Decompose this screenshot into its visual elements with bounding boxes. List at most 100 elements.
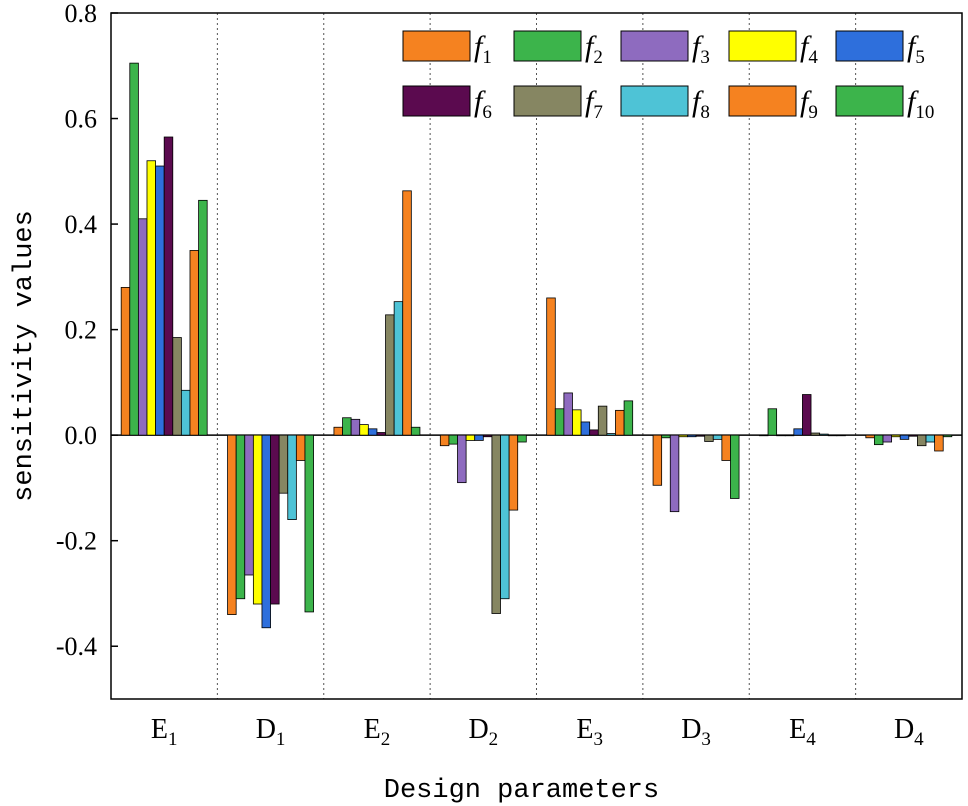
legend-label-sub: 6 bbox=[482, 102, 492, 123]
x-tick-label: D2 bbox=[468, 714, 498, 750]
bar-e3-f9 bbox=[615, 410, 624, 435]
x-tick-label: E4 bbox=[789, 714, 816, 750]
bar-e3-f5 bbox=[581, 422, 590, 435]
bar-e4-f7 bbox=[811, 433, 820, 435]
bar-d2-f1 bbox=[440, 435, 449, 446]
bar-d1-f6 bbox=[271, 435, 280, 604]
bar-e4-f10 bbox=[837, 435, 846, 436]
legend-swatch-f4 bbox=[729, 31, 796, 61]
legend-label-f9: f9 bbox=[800, 85, 818, 123]
x-tick-label-main: D bbox=[468, 714, 488, 745]
x-tick-label: D4 bbox=[894, 714, 924, 750]
legend-label-f2: f2 bbox=[585, 30, 603, 68]
x-tick-label-sub: 4 bbox=[806, 729, 816, 750]
bar-d1-f7 bbox=[279, 435, 288, 493]
bar-e2-f9 bbox=[403, 191, 412, 435]
legend-label-f3: f3 bbox=[692, 30, 710, 68]
y-tick-label: 0.6 bbox=[65, 105, 98, 134]
x-tick-label-main: E bbox=[364, 714, 381, 745]
bar-e3-f6 bbox=[590, 430, 599, 435]
legend: f1 f2 f3 f4 f5f6 f7 f8 f9 f10 bbox=[403, 30, 934, 123]
bar-d4-f10 bbox=[943, 435, 952, 437]
legend-swatch-f1 bbox=[403, 31, 470, 61]
legend-label-f8: f8 bbox=[692, 85, 710, 123]
x-axis: E1 D1 E2 D2 E3 D3 E4 D4 bbox=[151, 714, 924, 750]
bar-e2-f5 bbox=[368, 429, 377, 435]
x-tick-label-main: E bbox=[576, 714, 593, 745]
bar-e2-f4 bbox=[360, 425, 369, 436]
y-tick-label: 0.4 bbox=[65, 210, 98, 239]
bar-d1-f3 bbox=[245, 435, 254, 575]
bar-e4-f8 bbox=[820, 434, 829, 435]
x-tick-label-sub: 3 bbox=[593, 729, 603, 750]
bar-e1-f7 bbox=[173, 338, 182, 436]
legend-label-sub: 7 bbox=[593, 102, 603, 123]
bar-e4-f4 bbox=[785, 435, 794, 436]
bar-d2-f6 bbox=[483, 435, 492, 437]
bar-e3-f8 bbox=[607, 434, 616, 436]
x-tick-label: E1 bbox=[151, 714, 178, 750]
bar-d2-f7 bbox=[492, 435, 501, 613]
bar-chart: 0.80.60.40.20.0-0.2-0.4 E1 D1 E2 D2 E3 D3 E4 D4… bbox=[0, 0, 968, 806]
y-tick-label: 0.2 bbox=[65, 316, 98, 345]
x-tick-label-sub: 1 bbox=[168, 729, 178, 750]
y-tick-label: -0.2 bbox=[56, 527, 97, 556]
legend-label-f4: f4 bbox=[800, 30, 818, 68]
bar-d2-f9 bbox=[509, 435, 518, 510]
bar-d4-f1 bbox=[866, 435, 875, 438]
x-tick-label-sub: 4 bbox=[914, 729, 924, 750]
bar-d2-f3 bbox=[458, 435, 467, 482]
x-tick-label-sub: 1 bbox=[276, 729, 286, 750]
bar-d3-f2 bbox=[662, 435, 671, 438]
legend-swatch-f2 bbox=[514, 31, 581, 61]
legend-swatch-f8 bbox=[621, 86, 688, 116]
bar-e4-f1 bbox=[759, 435, 768, 436]
x-tick-label-main: D bbox=[894, 714, 914, 745]
bar-e4-f3 bbox=[777, 435, 786, 436]
bar-e2-f2 bbox=[343, 418, 352, 435]
bar-e3-f1 bbox=[547, 298, 556, 435]
legend-swatch-f6 bbox=[403, 86, 470, 116]
bar-d1-f8 bbox=[288, 435, 297, 519]
bar-e4-f9 bbox=[828, 435, 837, 436]
legend-swatch-f9 bbox=[729, 86, 796, 116]
legend-label-sub: 10 bbox=[915, 102, 934, 123]
legend-label-f6: f6 bbox=[474, 85, 492, 123]
bar-e2-f8 bbox=[394, 302, 403, 436]
bar-d2-f5 bbox=[475, 435, 484, 440]
x-tick-label-sub: 3 bbox=[701, 729, 711, 750]
x-tick-label: D3 bbox=[681, 714, 711, 750]
x-tick-label-main: D bbox=[256, 714, 276, 745]
legend-swatch-f3 bbox=[621, 31, 688, 61]
bar-d1-f5 bbox=[262, 435, 271, 628]
bar-e1-f6 bbox=[164, 137, 173, 435]
bar-d1-f9 bbox=[296, 435, 305, 460]
bar-e1-f3 bbox=[138, 219, 147, 435]
x-tick-label: E3 bbox=[576, 714, 603, 750]
legend-label-sub: 8 bbox=[700, 102, 710, 123]
bar-e1-f10 bbox=[199, 200, 208, 435]
legend-label-f10: f10 bbox=[907, 85, 934, 123]
bar-d3-f3 bbox=[670, 435, 679, 512]
y-axis-title: sensitivity values bbox=[10, 210, 40, 502]
bar-d1-f1 bbox=[228, 435, 237, 614]
bar-d2-f4 bbox=[466, 435, 475, 440]
bar-e2-f6 bbox=[377, 433, 386, 436]
legend-swatch-f10 bbox=[836, 86, 903, 116]
bar-d4-f3 bbox=[883, 435, 892, 442]
bar-d4-f6 bbox=[909, 435, 918, 436]
bar-d3-f9 bbox=[722, 435, 731, 460]
x-tick-label-main: E bbox=[789, 714, 806, 745]
bar-e1-f1 bbox=[121, 287, 130, 435]
bar-d4-f7 bbox=[917, 435, 926, 446]
bar-d3-f5 bbox=[687, 435, 696, 437]
bar-e3-f3 bbox=[564, 393, 573, 435]
legend-label-sub: 2 bbox=[593, 47, 603, 68]
bar-e2-f10 bbox=[411, 427, 420, 435]
bar-d3-f6 bbox=[696, 435, 705, 436]
bar-e3-f7 bbox=[598, 406, 607, 435]
bar-d2-f2 bbox=[449, 435, 458, 444]
bar-e1-f5 bbox=[156, 166, 165, 435]
x-tick-label: D1 bbox=[256, 714, 286, 750]
legend-label-sub: 5 bbox=[915, 47, 925, 68]
